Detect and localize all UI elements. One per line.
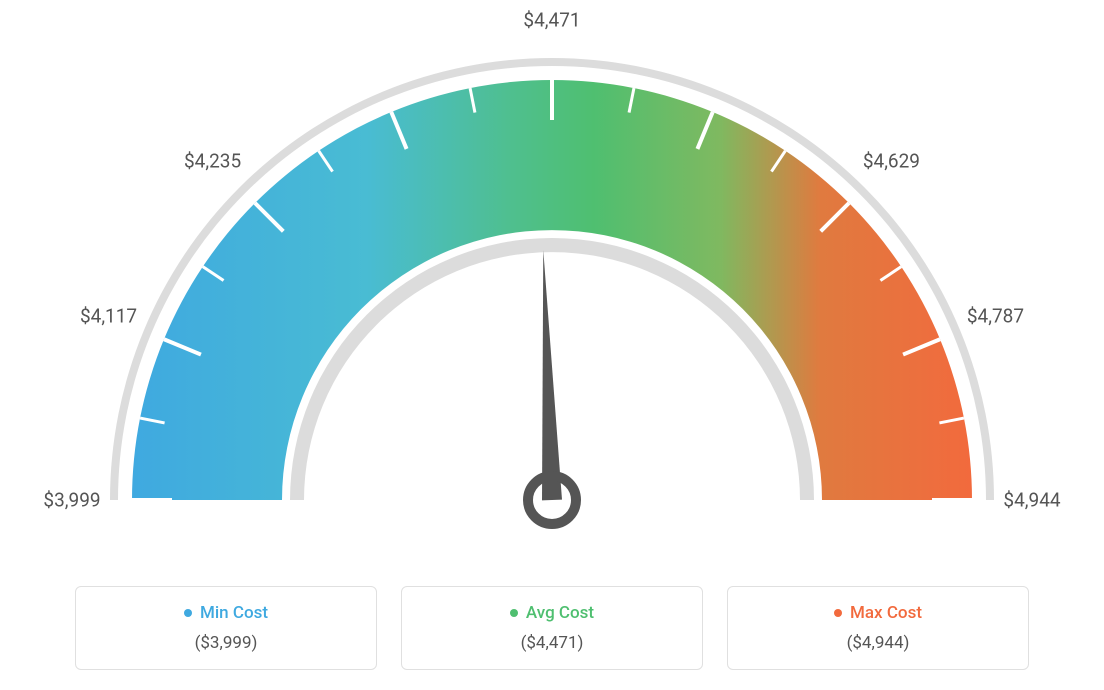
gauge-tick-label: $4,117 (80, 305, 137, 328)
gauge-chart: $3,999 $4,117 $4,235 $4,471 $4,629 $4,787 $4,9… (0, 0, 1104, 560)
legend-value-min: ($3,999) (76, 633, 376, 653)
legend-title-max: Max Cost (850, 603, 922, 623)
gauge-tick-label: $4,235 (184, 149, 241, 172)
legend-title-min: Min Cost (200, 603, 268, 623)
gauge-tick-label: $4,787 (967, 305, 1024, 328)
gauge-tick-label: $4,629 (863, 149, 920, 172)
legend-row: Min Cost ($3,999) Avg Cost ($4,471) Max … (75, 586, 1029, 670)
legend-value-avg: ($4,471) (402, 633, 702, 653)
legend-card-min: Min Cost ($3,999) (75, 586, 377, 670)
legend-dot-avg (510, 609, 518, 617)
legend-dot-max (834, 609, 842, 617)
gauge-svg (0, 0, 1104, 560)
gauge-tick-label: $3,999 (43, 489, 100, 512)
legend-card-max: Max Cost ($4,944) (727, 586, 1029, 670)
gauge-tick-label: $4,471 (523, 9, 580, 32)
cost-gauge-container: $3,999 $4,117 $4,235 $4,471 $4,629 $4,787 $4,9… (0, 0, 1104, 690)
legend-card-avg: Avg Cost ($4,471) (401, 586, 703, 670)
legend-title-avg: Avg Cost (526, 603, 594, 623)
legend-dot-min (184, 609, 192, 617)
legend-value-max: ($4,944) (728, 633, 1028, 653)
gauge-tick-label: $4,944 (1003, 489, 1060, 512)
